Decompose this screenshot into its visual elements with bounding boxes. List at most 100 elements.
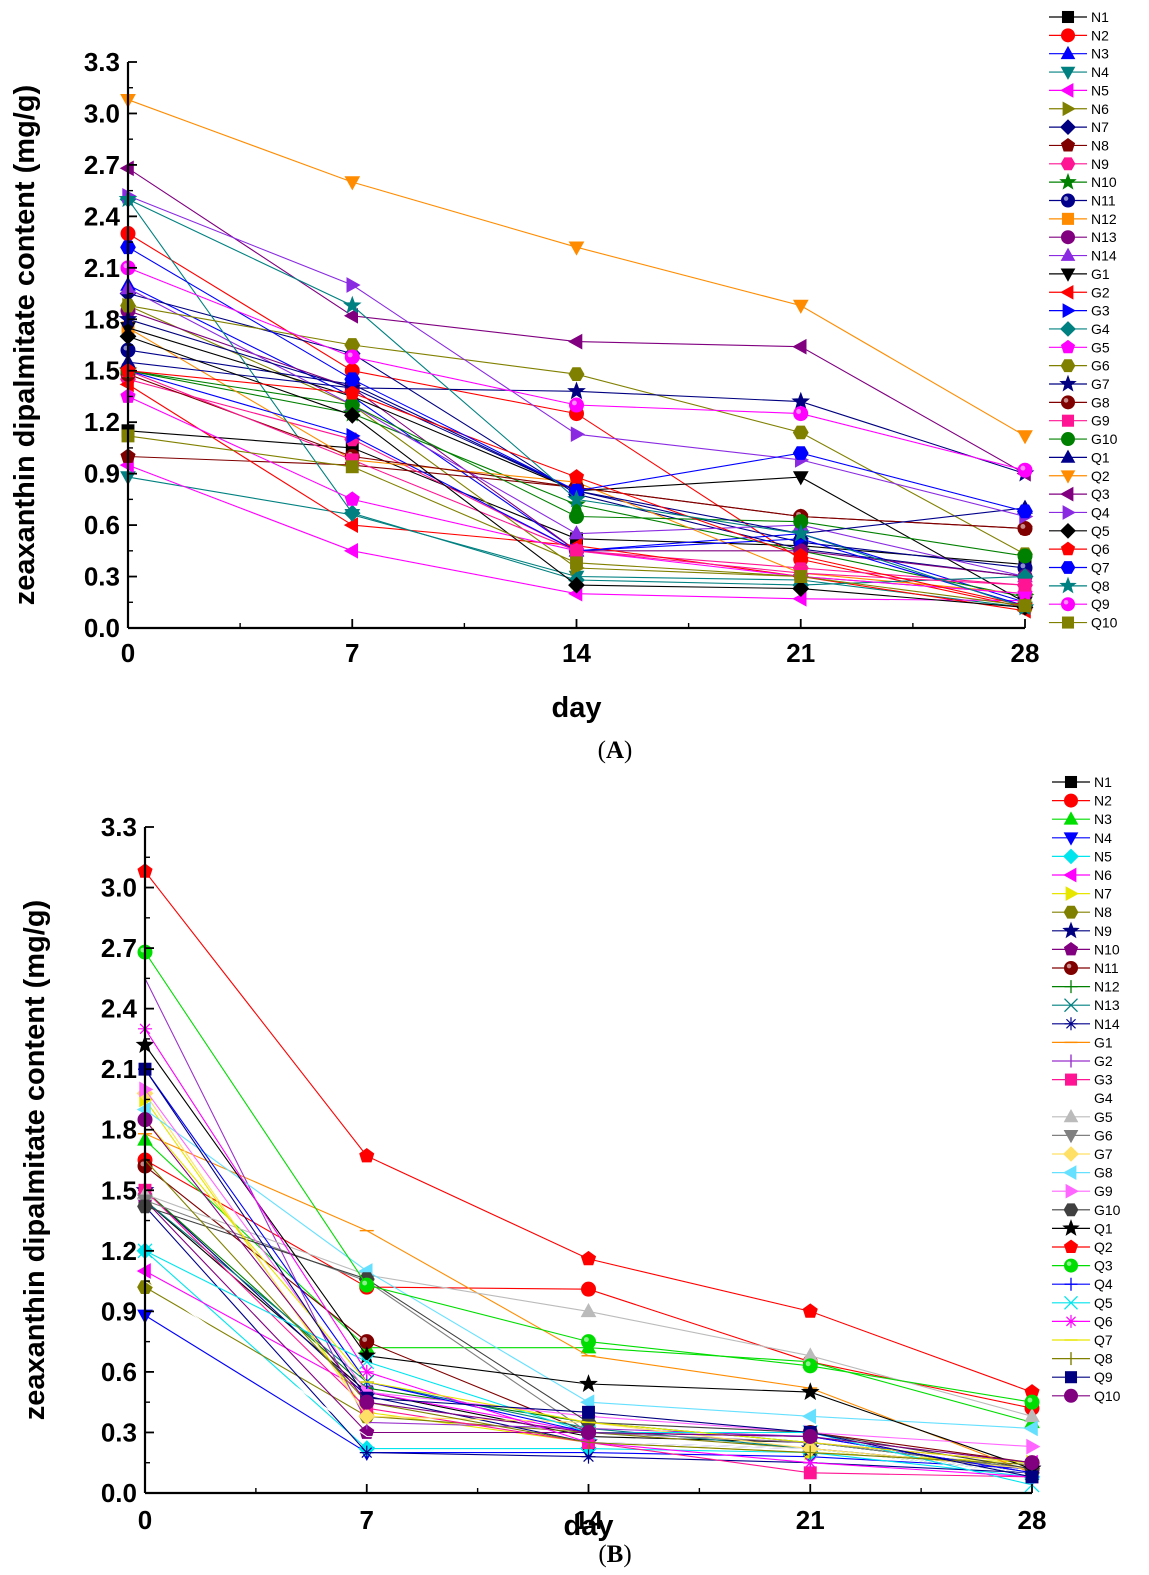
chart-a-legend-item-q5: Q5	[1049, 523, 1110, 539]
chart-a-legend-marker-g1	[1060, 268, 1076, 282]
chart-b-point-q5-7	[359, 1354, 375, 1370]
chart-a-legend-marker-n6	[1062, 101, 1076, 117]
chart-a-legend: N1 N2 N3 N4 N5 N6 N7 N8 N9 N10 N11 N12 N13 N14 G1 G2 G3 G…	[1049, 9, 1118, 631]
chart-a-legend-marker-g9	[1061, 414, 1075, 427]
chart-a-point-q4-7	[346, 277, 361, 293]
chart-a-legend-label-g4: G4	[1091, 321, 1110, 337]
chart-a-point-q10-7	[345, 460, 359, 474]
chart-b-legend-marker-n11	[1064, 961, 1078, 975]
chart-b-point-n14-14	[581, 1449, 596, 1464]
chart-b-legend-item-g8: G8	[1052, 1165, 1113, 1181]
chart-a-legend-marker-n9	[1060, 157, 1076, 171]
chart-a-legend-label-g9: G9	[1091, 413, 1110, 429]
chart-a-legend-item-g6: G6	[1049, 358, 1110, 374]
chart-b-legend-item-n6: N6	[1052, 867, 1112, 883]
chart-a-legend-item-q10: Q10	[1049, 615, 1118, 631]
chart-b-legend-item-q9: Q9	[1052, 1369, 1113, 1385]
chart-b-legend-marker-n4	[1063, 832, 1079, 846]
chart-b-legend-label-q9: Q9	[1094, 1369, 1113, 1385]
chart-a-legend-item-g2: G2	[1049, 284, 1110, 300]
caption-a-letter: A	[605, 737, 625, 764]
chart-a-point-g7-14	[567, 381, 586, 400]
chart-b-legend-item-n10: N10	[1052, 941, 1120, 957]
chart-a-legend-marker-n13	[1061, 230, 1075, 245]
chart-a-legend-item-n5: N5	[1049, 82, 1109, 98]
chart-b-legend-item-n11: N11	[1052, 960, 1119, 976]
chart-b-legend-marker-g8	[1063, 1165, 1077, 1180]
chart-b-y-axis-label: zeaxanthin dipalmitate content (mg/g)	[19, 900, 51, 1420]
chart-b-legend-marker-n14	[1064, 1017, 1078, 1031]
chart-b-legend-item-g3: G3	[1052, 1072, 1113, 1088]
chart-a-ytick-label-1.2: 1.2	[84, 407, 120, 437]
chart-a-point-g5-7	[344, 491, 360, 506]
chart-a-point-q2-21	[792, 299, 809, 314]
chart-a-x-axis-label: day	[552, 692, 602, 724]
chart-b-legend-marker-q10	[1064, 1388, 1078, 1403]
chart-a-point-g2-7	[343, 517, 358, 533]
chart-a-legend-item-q2: Q2	[1049, 468, 1110, 484]
chart-b-legend-marker-q4	[1064, 1277, 1078, 1291]
chart-a-point-n14-14	[568, 525, 585, 540]
chart-a-ytick-label-3.3: 3.3	[84, 47, 120, 77]
chart-a-point-q9-28	[1017, 462, 1033, 478]
chart-a-point-q5-7	[343, 406, 361, 424]
chart-a-legend-marker-n8	[1060, 137, 1076, 152]
chart-b-legend-marker-n13	[1064, 998, 1078, 1013]
chart-a-point-g6-7	[344, 338, 361, 352]
chart-b-legend-item-q7: Q7	[1052, 1332, 1113, 1348]
chart-b-legend-marker-n5	[1063, 848, 1079, 865]
chart-b-ytick-label-2.4: 2.4	[101, 994, 138, 1024]
chart-b-ytick-label-0.9: 0.9	[101, 1296, 137, 1326]
chart-b-point-q6-7	[359, 1364, 374, 1379]
chart-a-legend-marker-g6	[1060, 359, 1076, 373]
chart-a-legend-item-g7: G7	[1049, 374, 1110, 392]
chart-b-point-q2-14	[580, 1250, 597, 1266]
chart-a-legend-item-q1: Q1	[1049, 449, 1110, 465]
chart-b-legend-marker-n1	[1064, 775, 1078, 789]
chart-b-point-n11-7	[359, 1334, 375, 1350]
chart-a-legend-item-n11: N11	[1049, 193, 1116, 209]
chart-a-point-g3-7	[346, 428, 361, 444]
chart-a-point-g8-28	[1017, 521, 1033, 537]
chart-b-point-q9-14	[582, 1405, 595, 1419]
chart-a-point-q4-14	[570, 426, 585, 443]
chart-b-legend-item-n12: N12	[1052, 979, 1120, 995]
chart-a-ytick-label-2.1: 2.1	[84, 253, 120, 283]
chart-a-point-g7-21	[791, 391, 811, 410]
chart-a-legend-item-n13: N13	[1049, 229, 1117, 245]
chart-a-legend-label-n10: N10	[1091, 174, 1117, 190]
chart-b-legend-marker-g10	[1063, 1203, 1079, 1217]
chart-b-point-g8-21	[801, 1408, 816, 1425]
chart-a-legend-label-g5: G5	[1091, 339, 1110, 355]
chart-a-legend-marker-q10	[1061, 616, 1075, 629]
chart-b-point-g7-7	[358, 1407, 376, 1425]
chart-b-ytick-label-3.0: 3.0	[101, 873, 137, 903]
chart-a-point-g10-14	[569, 509, 584, 525]
chart-a-legend-item-g1: G1	[1049, 266, 1110, 282]
chart-a-legend-item-n8: N8	[1049, 137, 1109, 153]
chart-a-legend-marker-q2	[1060, 470, 1076, 484]
chart-b-legend-marker-g9	[1065, 1183, 1079, 1199]
chart-a-ytick-label-3.0: 3.0	[84, 98, 120, 128]
chart-b-legend-item-q5: Q5	[1052, 1295, 1113, 1311]
chart-a-legend-item-n4: N4	[1049, 64, 1109, 80]
chart-a-series-group	[118, 94, 1035, 619]
chart-a-point-g1-21	[792, 471, 809, 486]
chart-b-legend-marker-n10	[1063, 941, 1079, 956]
chart-b-legend-label-g7: G7	[1094, 1146, 1113, 1162]
chart-b-x-axis-label: day	[564, 1510, 614, 1542]
chart-a-point-q9-7	[344, 349, 360, 365]
chart-b-legend-item-n2: N2	[1052, 793, 1112, 809]
chart-b-point-q10-14	[581, 1424, 596, 1440]
chart-b-legend-label-q5: Q5	[1094, 1295, 1113, 1311]
chart-b-legend-marker-q6	[1064, 1314, 1078, 1328]
chart-a-point-g6-14	[568, 367, 585, 381]
chart-a-ytick-label-0.3: 0.3	[84, 562, 120, 592]
chart-a-legend-label-q1: Q1	[1091, 449, 1110, 465]
chart-b-legend-item-g7: G7	[1052, 1146, 1113, 1162]
chart-a-point-q7-7	[344, 372, 361, 387]
chart-b-legend-label-g3: G3	[1094, 1072, 1113, 1088]
chart-a-point-q2-14	[568, 241, 585, 256]
chart-b-legend-marker-g6	[1063, 1130, 1079, 1144]
chart-a-legend-item-q6: Q6	[1049, 541, 1110, 557]
